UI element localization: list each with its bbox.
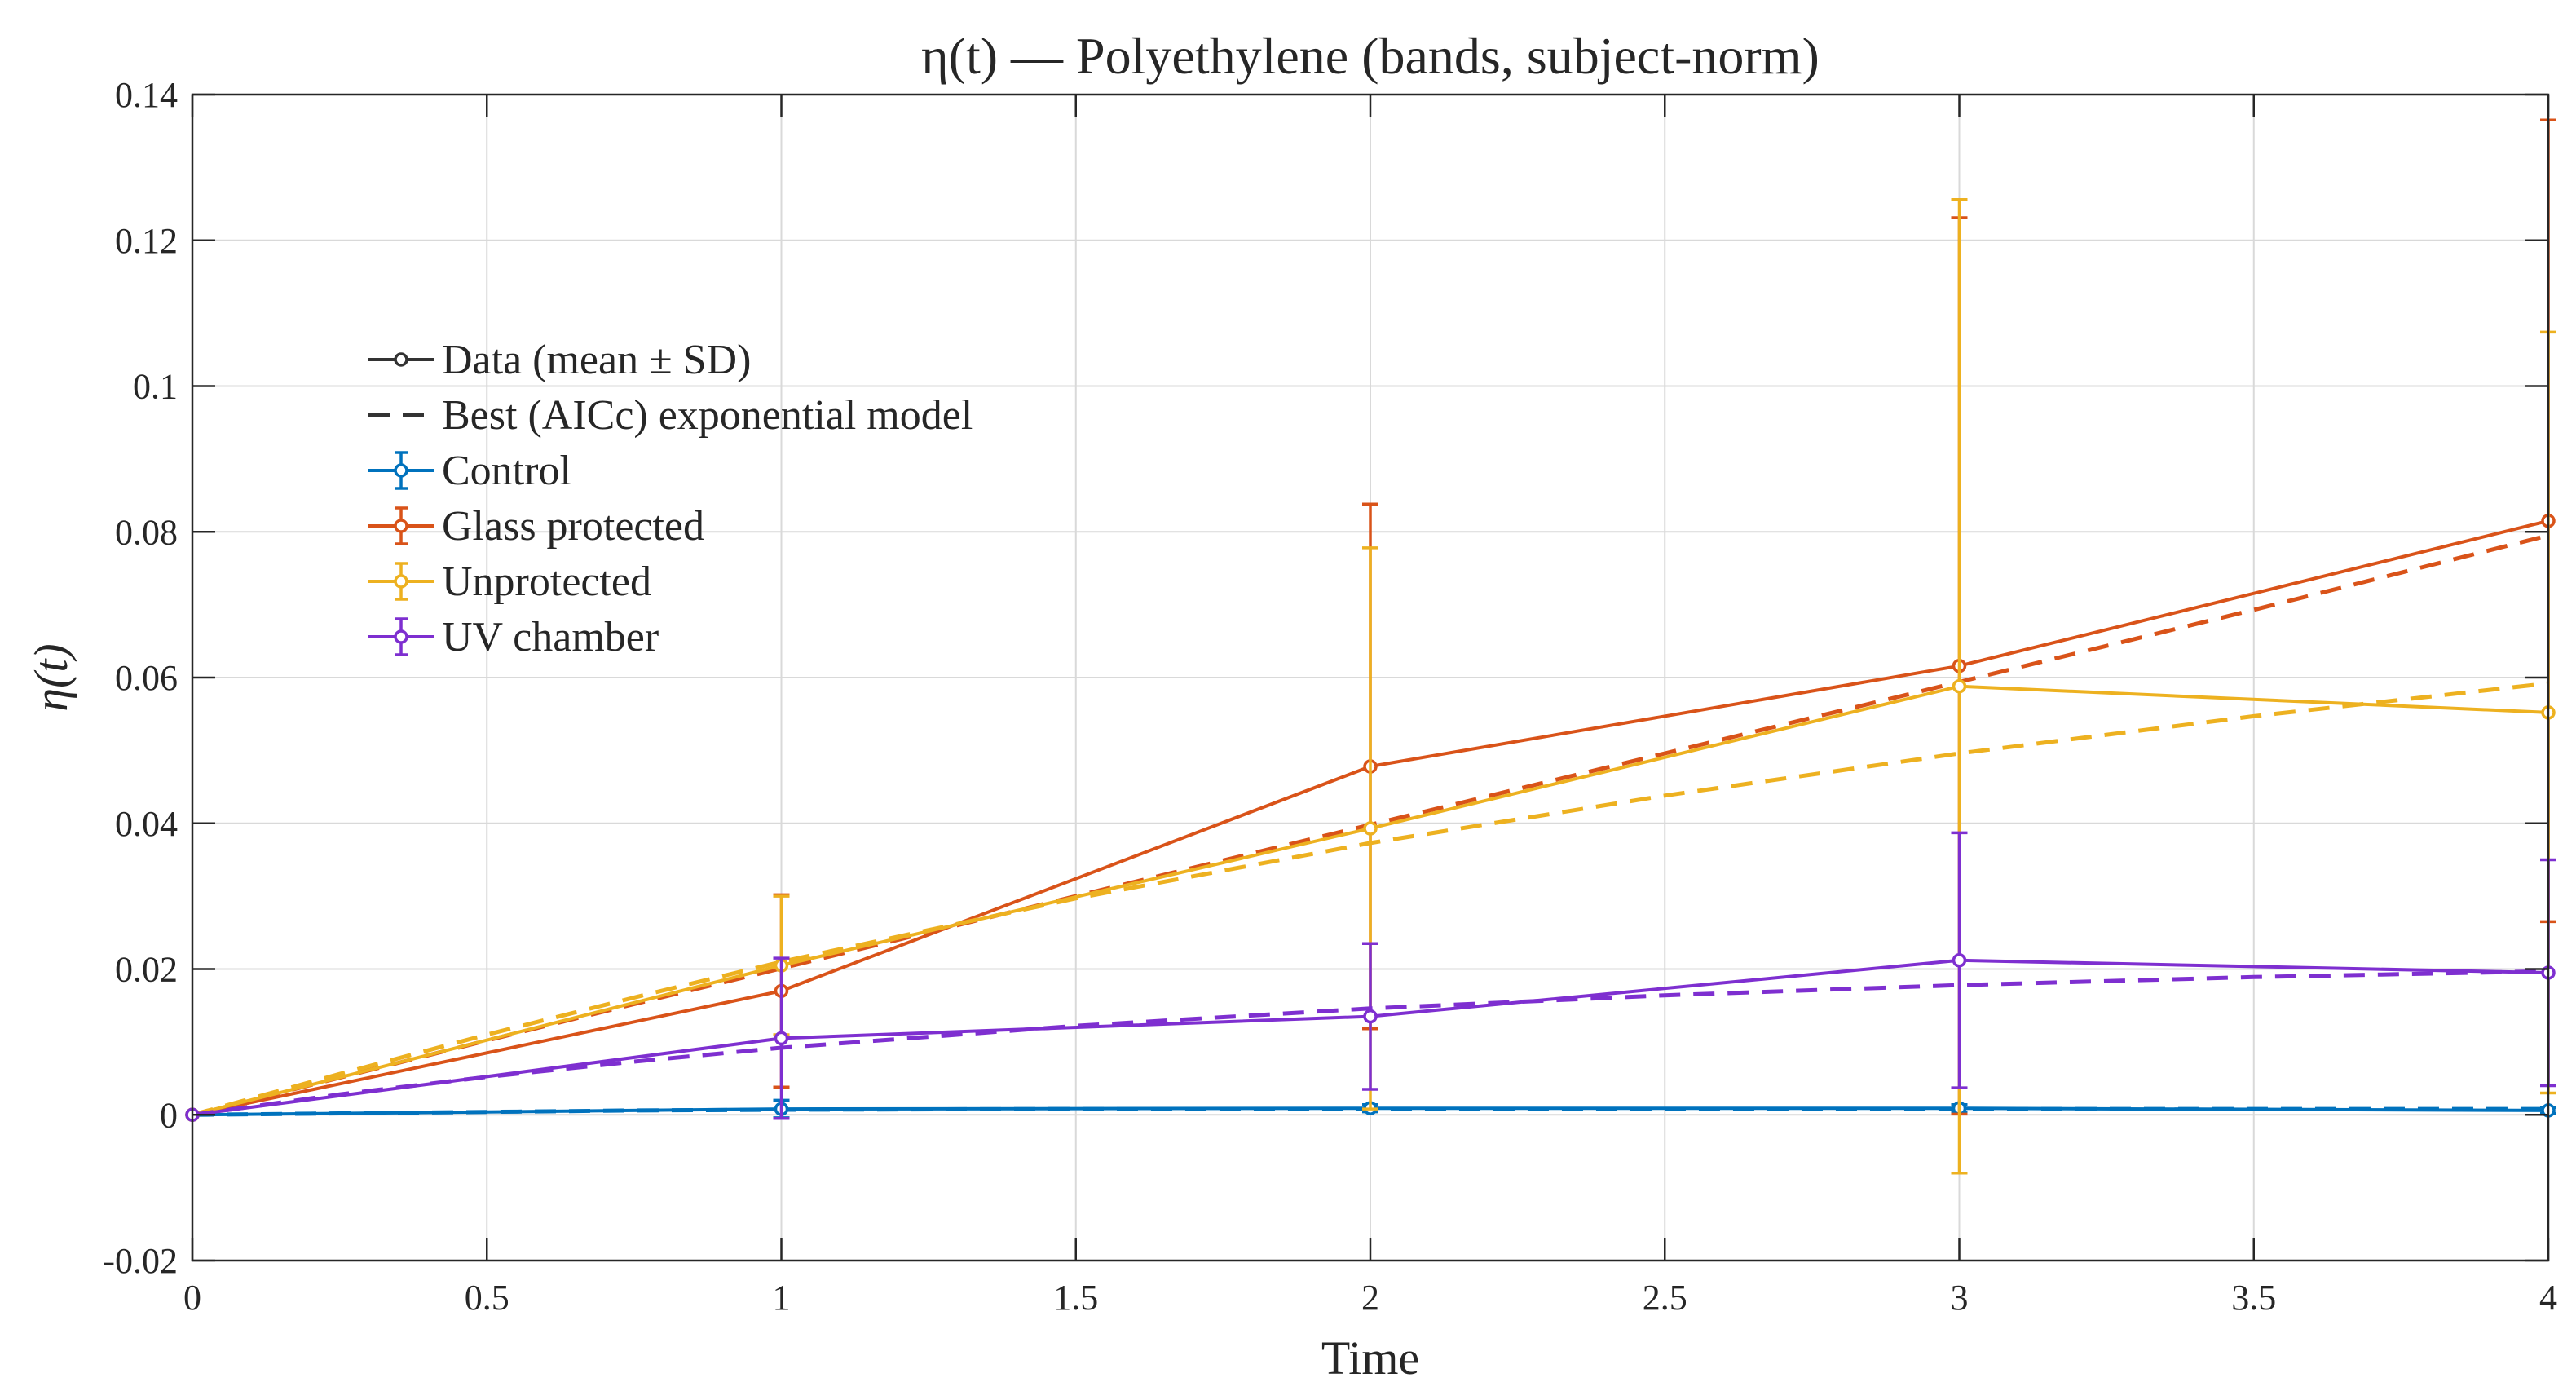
legend-marker [394, 352, 408, 367]
legend-label: Best (AICc) exponential model [442, 392, 973, 439]
tick-labels: 0 0.5 1 1.5 2 2.5 3 3.5 4-0.0200.020.040.060.080… [103, 75, 2557, 1318]
legend-label: Control [442, 448, 571, 494]
y-axis-title: η(t) [24, 643, 77, 712]
legend-entry: Control [368, 448, 571, 494]
legend-marker [394, 463, 408, 478]
y-tick-label: 0.08 [115, 512, 178, 552]
legend-label: UV chamber [442, 614, 659, 660]
y-tick-label: 0.14 [115, 75, 178, 115]
y-tick-label: 0.06 [115, 658, 178, 698]
data-point [1363, 1009, 1378, 1024]
legend-entry: Unprotected [368, 559, 651, 605]
legend-label: Glass protected [442, 503, 704, 550]
legend-entry: Glass protected [368, 503, 704, 550]
y-tick-label: 0.04 [115, 804, 178, 844]
data-point [774, 1031, 789, 1046]
legend-entry: Best (AICc) exponential model [368, 392, 973, 439]
data-point [1952, 953, 1967, 968]
series-unprotected [185, 197, 2556, 1175]
legend-entry: Data (mean ± SD) [368, 337, 751, 383]
x-tick-label: 2.5 [1643, 1278, 1687, 1318]
x-tick-label: 0.5 [465, 1278, 509, 1318]
y-tick-label: 0 [160, 1095, 178, 1135]
tick-marks [191, 93, 2550, 1262]
series-layer [185, 118, 2556, 1175]
data-point [1363, 821, 1378, 836]
legend: Data (mean ± SD) Best (AICc) exponential … [368, 337, 973, 660]
legend-label: Unprotected [442, 559, 651, 605]
legend-entry: UV chamber [368, 614, 659, 660]
legend-marker [394, 574, 408, 589]
x-tick-label: 1.5 [1053, 1278, 1098, 1318]
x-axis-title: Time [1321, 1331, 1419, 1384]
y-tick-label: 0.02 [115, 950, 178, 990]
legend-label: Data (mean ± SD) [442, 337, 751, 383]
data-point [1952, 678, 1967, 694]
y-tick-label: 0.12 [115, 221, 178, 261]
x-tick-label: 2 [1361, 1278, 1379, 1318]
x-tick-label: 4 [2539, 1278, 2557, 1318]
legend-marker [394, 519, 408, 533]
chart-title: η(t) — Polyethylene (bands, subject-norm… [921, 27, 1820, 85]
x-tick-label: 1 [773, 1278, 791, 1318]
x-tick-label: 3.5 [2231, 1278, 2276, 1318]
x-tick-label: 3 [1951, 1278, 1969, 1318]
y-tick-label: -0.02 [103, 1241, 178, 1281]
y-tick-label: 0.1 [133, 367, 178, 407]
x-tick-label: 0 [183, 1278, 201, 1318]
legend-marker [394, 629, 408, 644]
